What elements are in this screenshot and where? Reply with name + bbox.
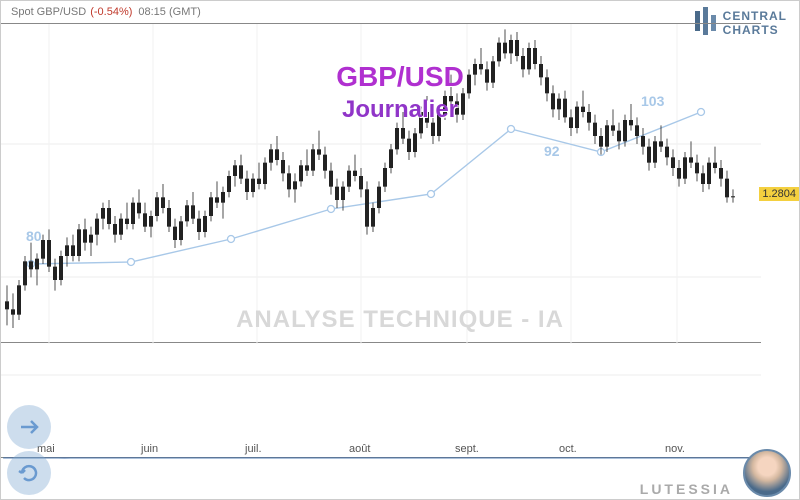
current-price-tag: 1.2804 [759, 187, 799, 201]
volume-panel[interactable]: maijuinjuil.aoûtsept.oct.nov. [1, 343, 761, 458]
instrument-title: Spot GBP/USD [11, 6, 86, 18]
price-panel[interactable] [1, 23, 761, 343]
x-axis: maijuinjuil.aoûtsept.oct.nov. [1, 439, 761, 457]
avatar-icon[interactable] [743, 449, 791, 497]
chart-header: Spot GBP/USD (-0.54%) 08:15 (GMT) [1, 1, 799, 23]
change-pct: (-0.54%) [90, 6, 132, 18]
timestamp: 08:15 (GMT) [138, 6, 200, 18]
refresh-icon[interactable] [7, 451, 51, 495]
share-icon[interactable] [7, 405, 51, 449]
footer-brand: LUTESSIA [640, 481, 733, 497]
